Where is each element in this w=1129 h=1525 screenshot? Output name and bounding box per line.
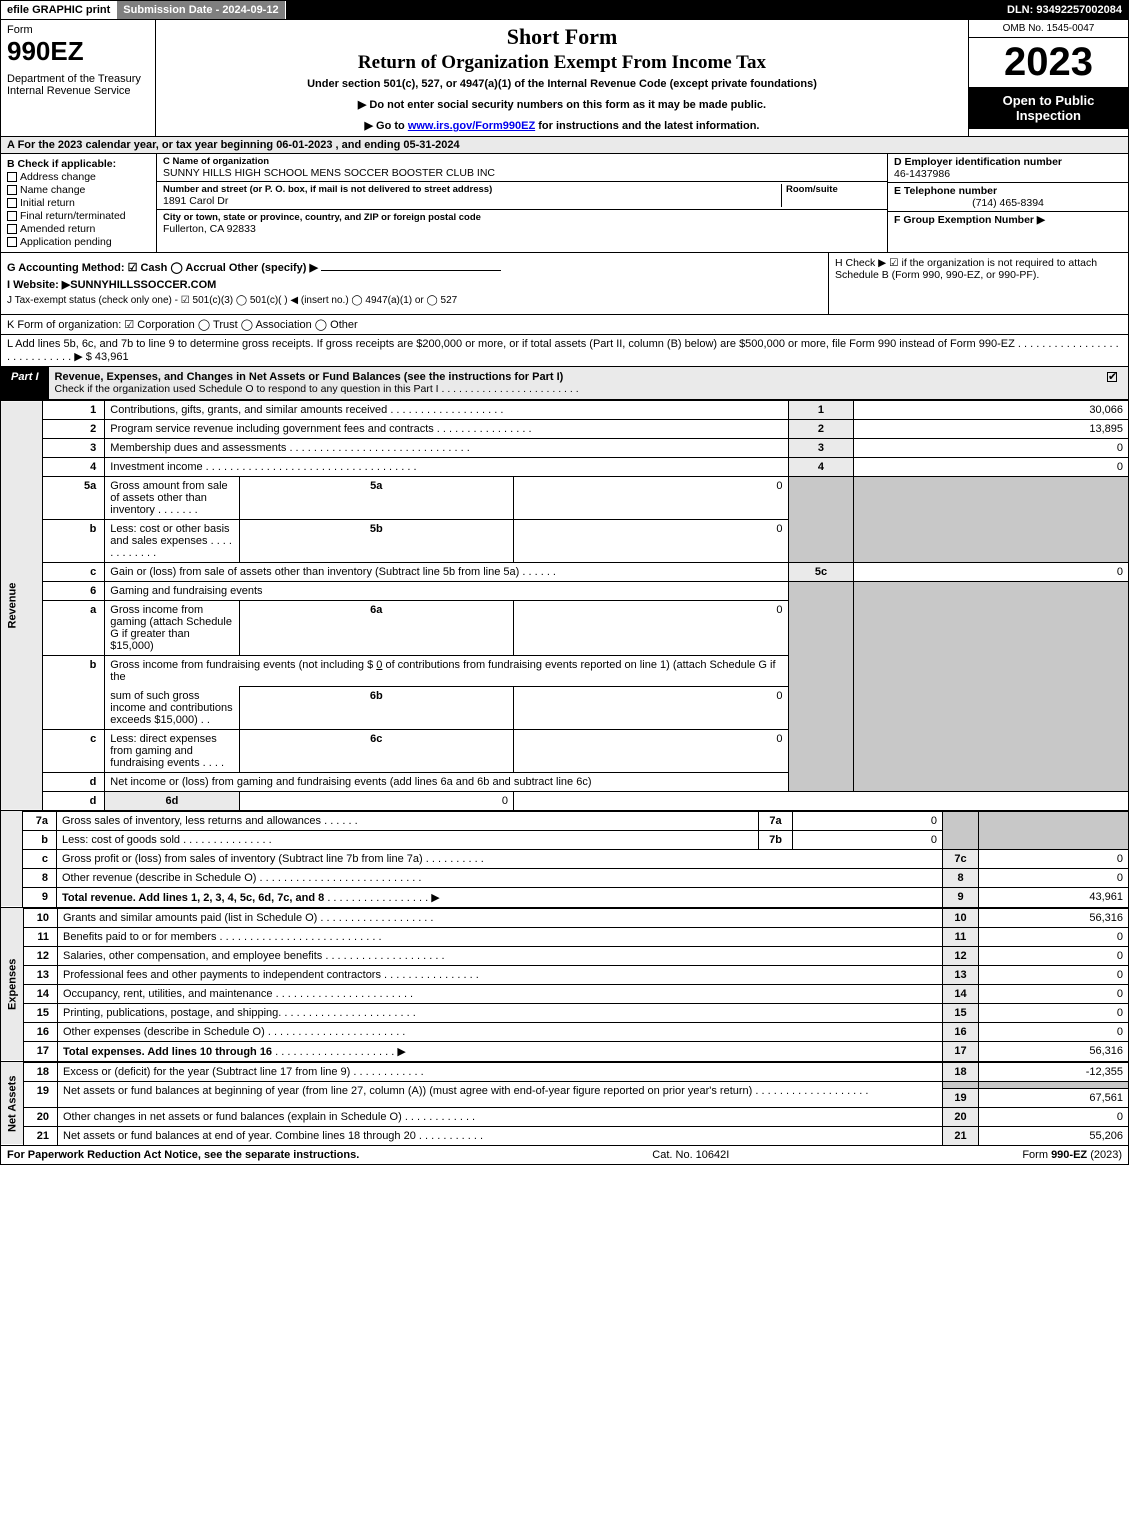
note2-pre: ▶ Go to [365,120,408,132]
revenue-table-2: 7aGross sales of inventory, less returns… [0,811,1129,908]
ein-label: D Employer identification number [894,156,1122,168]
col-c-org-info: C Name of organization SUNNY HILLS HIGH … [156,154,888,252]
side-expenses: Expenses [1,908,24,1061]
side-revenue-cont [1,811,23,907]
row-a-tax-year: A For the 2023 calendar year, or tax yea… [0,137,1129,154]
phone-row: E Telephone number (714) 465-8394 [888,183,1128,212]
line-j: J Tax-exempt status (check only one) - ☑… [7,295,822,306]
part1-check[interactable] [1099,367,1128,399]
opt-final-return[interactable]: Final return/terminated [7,210,150,222]
efile-label: efile GRAPHIC print [1,1,117,19]
opt-address-change[interactable]: Address change [7,171,150,183]
ein-value: 46-1437986 [894,168,1122,180]
part1-label: Part I [1,367,49,399]
side-netassets: Net Assets [1,1062,24,1145]
col-d-ein: D Employer identification number 46-1437… [888,154,1128,252]
footer: For Paperwork Reduction Act Notice, see … [0,1146,1129,1165]
topbar: efile GRAPHIC print Submission Date - 20… [0,0,1129,20]
form-header: Form 990EZ Department of the Treasury In… [0,20,1129,137]
org-name-row: C Name of organization SUNNY HILLS HIGH … [157,154,887,182]
irs-link[interactable]: www.irs.gov/Form990EZ [408,120,535,132]
org-name: SUNNY HILLS HIGH SCHOOL MENS SOCCER BOOS… [163,167,881,179]
dln: DLN: 93492257002084 [1001,1,1128,19]
phone-value: (714) 465-8394 [894,197,1122,209]
opt-amended-return[interactable]: Amended return [7,223,150,235]
line-g: G Accounting Method: ☑ Cash ◯ Accrual Ot… [7,261,822,274]
header-center: Short Form Return of Organization Exempt… [156,20,968,136]
room-label: Room/suite [786,184,881,195]
submission-date: Submission Date - 2024-09-12 [117,1,285,19]
part1-title: Revenue, Expenses, and Changes in Net As… [49,367,1099,399]
omb-number: OMB No. 1545-0047 [969,20,1128,38]
city-label: City or town, state or province, country… [163,212,881,223]
note-link: ▶ Go to www.irs.gov/Form990EZ for instru… [162,119,962,132]
col-b-checkboxes: B Check if applicable: Address change Na… [1,154,156,252]
expenses-table: Expenses 10Grants and similar amounts pa… [0,908,1129,1062]
opt-application-pending[interactable]: Application pending [7,236,150,248]
footer-catno: Cat. No. 10642I [652,1149,729,1161]
b-title: B Check if applicable: [7,158,150,170]
row-l: L Add lines 5b, 6c, and 7b to line 9 to … [0,335,1129,367]
city: Fullerton, CA 92833 [163,223,881,235]
org-city-row: City or town, state or province, country… [157,210,887,237]
subtitle: Under section 501(c), 527, or 4947(a)(1)… [162,78,962,90]
section-bcd: B Check if applicable: Address change Na… [0,154,1129,253]
line-h: H Check ▶ ☑ if the organization is not r… [828,253,1128,314]
footer-formno: Form 990-EZ (2023) [1022,1149,1122,1161]
ein-row: D Employer identification number 46-1437… [888,154,1128,183]
group-label: F Group Exemption Number ▶ [894,214,1122,226]
opt-initial-return[interactable]: Initial return [7,197,150,209]
form-label: Form [7,24,149,36]
street-label: Number and street (or P. O. box, if mail… [163,184,781,195]
title-return: Return of Organization Exempt From Incom… [162,52,962,74]
department: Department of the Treasury Internal Reve… [7,73,149,97]
g-left: G Accounting Method: ☑ Cash ◯ Accrual Ot… [1,253,828,314]
side-revenue: Revenue [1,401,43,811]
row-k: K Form of organization: ☑ Corporation ◯ … [0,315,1129,335]
public-inspection-badge: Open to Public Inspection [969,87,1128,129]
line-i: I Website: ▶SUNNYHILLSSOCCER.COM [7,278,822,291]
phone-label: E Telephone number [894,185,1122,197]
part1-header: Part I Revenue, Expenses, and Changes in… [0,367,1129,400]
title-short-form: Short Form [162,24,962,50]
street: 1891 Carol Dr [163,195,781,207]
note-ssn: ▶ Do not enter social security numbers o… [162,98,962,111]
netassets-table: Net Assets 18Excess or (deficit) for the… [0,1062,1129,1146]
org-name-label: C Name of organization [163,156,881,167]
org-street-row: Number and street (or P. O. box, if mail… [157,182,887,210]
group-exempt-row: F Group Exemption Number ▶ [888,212,1128,228]
footer-left: For Paperwork Reduction Act Notice, see … [7,1149,359,1161]
form-number: 990EZ [7,36,149,67]
note2-post: for instructions and the latest informat… [535,120,759,132]
revenue-table: Revenue 1Contributions, gifts, grants, a… [0,400,1129,811]
header-right: OMB No. 1545-0047 2023 Open to Public In… [968,20,1128,136]
opt-name-change[interactable]: Name change [7,184,150,196]
tax-year: 2023 [969,38,1128,87]
header-left: Form 990EZ Department of the Treasury In… [1,20,156,136]
section-ghij: G Accounting Method: ☑ Cash ◯ Accrual Ot… [0,253,1129,315]
part1-sub: Check if the organization used Schedule … [55,383,579,395]
